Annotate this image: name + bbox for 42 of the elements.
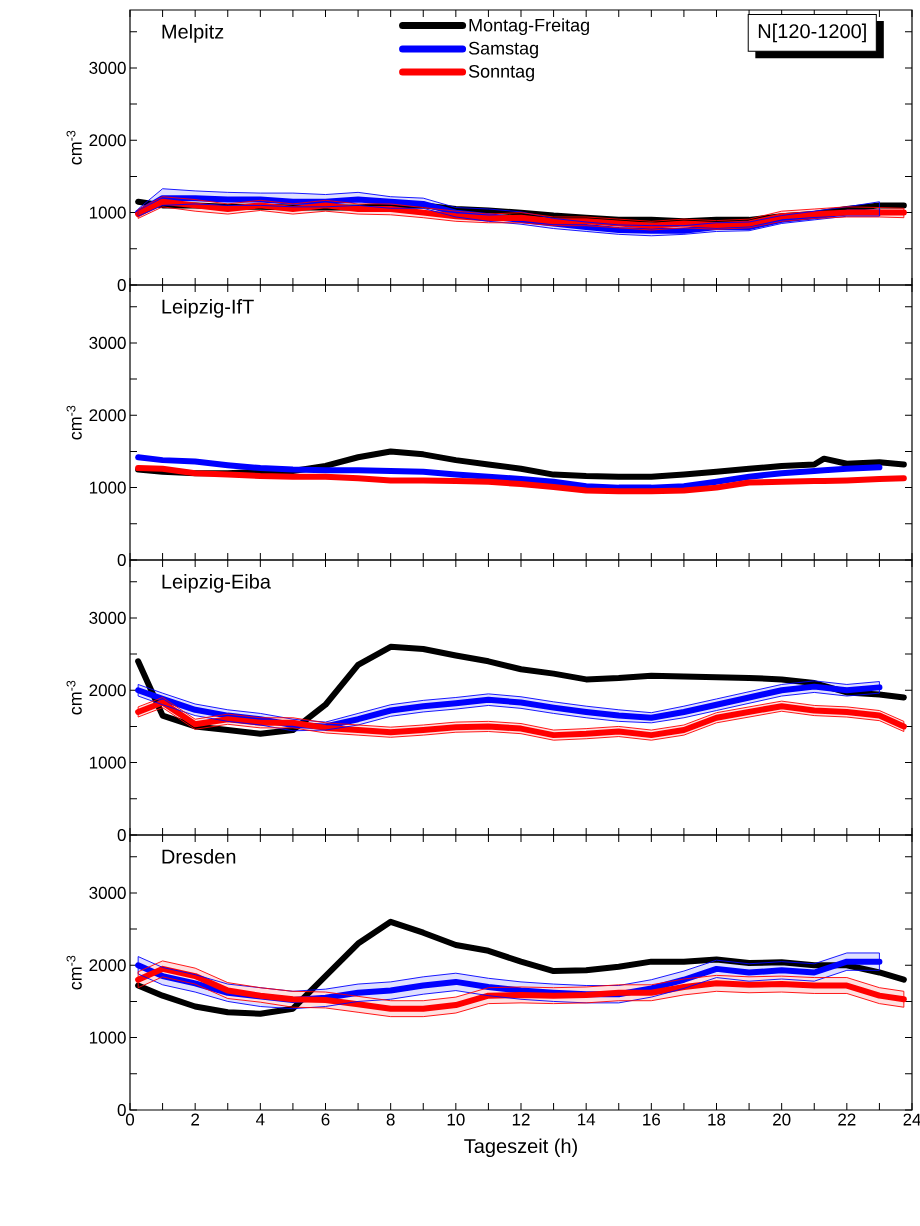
y-tick-label: 3000 xyxy=(89,611,126,624)
x-tick-label: 10 xyxy=(447,1113,465,1126)
y-tick-label: 3000 xyxy=(89,61,126,74)
x-tick-label: 8 xyxy=(386,1113,395,1126)
x-tick-label: 4 xyxy=(256,1113,265,1126)
text: Melpitz xyxy=(162,24,224,43)
y-tick-label: 0 xyxy=(117,553,126,567)
text: Dresden xyxy=(162,849,236,864)
y-axis-title: cm$^{-3}$ xyxy=(66,680,82,715)
y-tick-label: 3000 xyxy=(89,886,126,899)
x-axis-title: Tageszeit (h) xyxy=(464,1138,577,1158)
y-tick-label: 2000 xyxy=(89,134,126,147)
y-axis-title: cm$^{-3}$ xyxy=(66,130,82,165)
x-tick-label: 16 xyxy=(643,1113,661,1126)
y-tick-label: 2000 xyxy=(89,684,126,697)
x-tick-label: 14 xyxy=(578,1113,596,1126)
y-axis-title: cm$^{-3}$ xyxy=(66,405,82,440)
legend-label: Montag-Freitag xyxy=(469,18,589,36)
x-tick-label: 18 xyxy=(708,1113,726,1126)
x-tick-label: 0 xyxy=(125,1113,135,1126)
x-tick-label: 2 xyxy=(191,1113,200,1126)
legend-label: Samstag xyxy=(468,41,538,59)
annotation: N[120-1200] xyxy=(758,23,866,43)
legend-label: Sonntag xyxy=(468,64,534,82)
y-tick-label: 1000 xyxy=(89,481,126,494)
y-tick-label: 1000 xyxy=(89,206,126,219)
y-tick-label: 2000 xyxy=(89,409,126,422)
y-tick-label: 1000 xyxy=(89,1031,126,1044)
x-tick-label: 12 xyxy=(512,1113,530,1126)
y-tick-label: 0 xyxy=(117,828,126,842)
y-tick-label: 1000 xyxy=(89,756,126,769)
text: Leipzig-Eiba xyxy=(162,574,271,593)
text: Leipzig-IfT xyxy=(162,299,254,318)
x-tick-label: 6 xyxy=(321,1113,330,1126)
y-tick-label: 3000 xyxy=(89,336,126,349)
x-tick-label: 24 xyxy=(903,1113,920,1126)
y-axis-title: cm$^{-3}$ xyxy=(66,955,82,990)
y-tick-label: 0 xyxy=(117,1103,126,1117)
x-tick-label: 20 xyxy=(773,1113,791,1126)
x-tick-label: 22 xyxy=(838,1113,856,1126)
y-tick-label: 2000 xyxy=(89,959,126,972)
y-tick-label: 0 xyxy=(117,278,126,292)
